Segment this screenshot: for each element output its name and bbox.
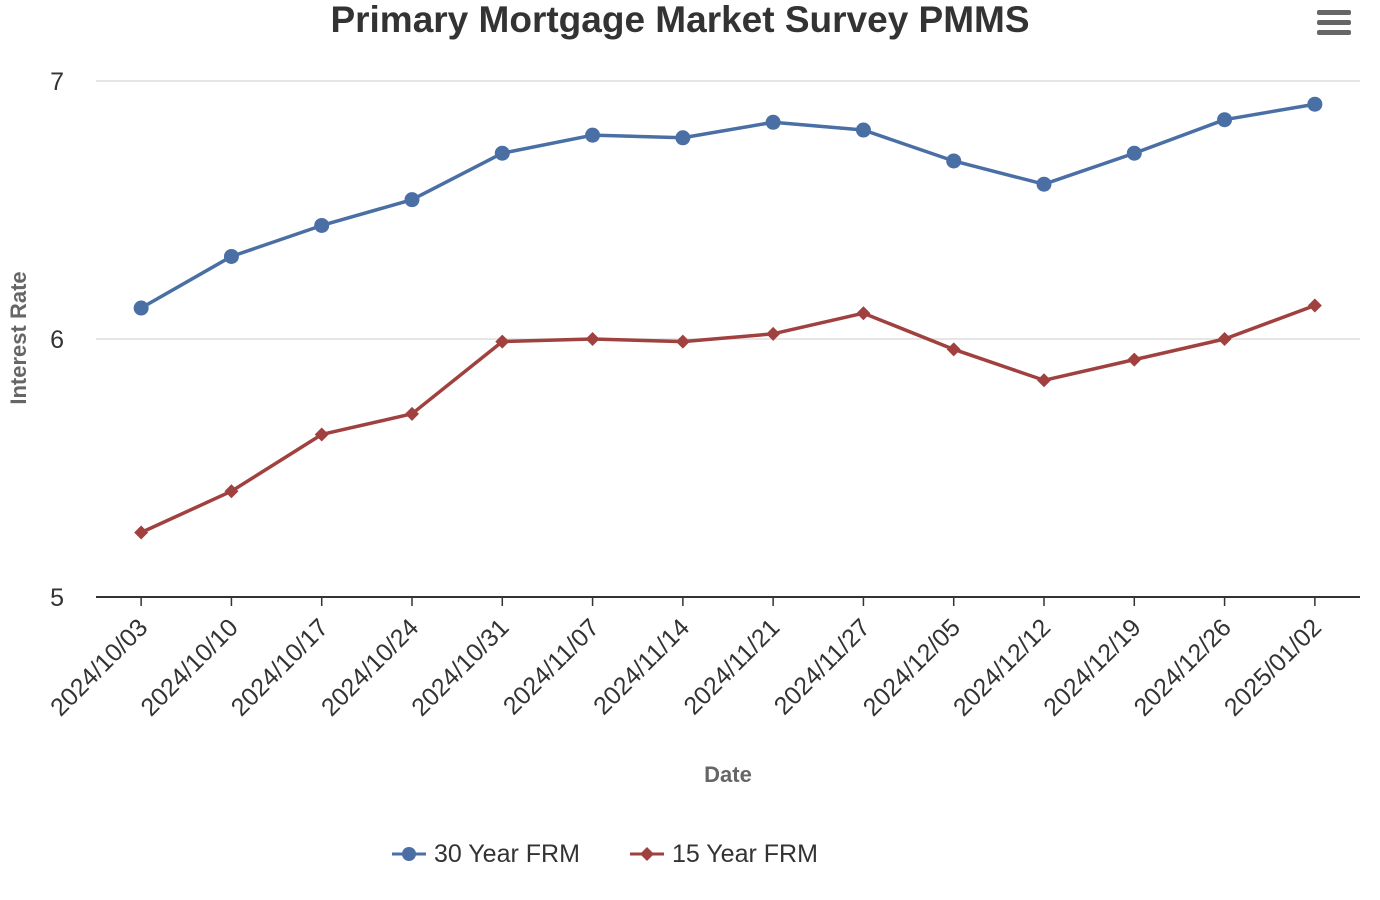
- data-point-15-year-frm[interactable]: [675, 334, 690, 349]
- chart-plot: 567 2024/10/032024/10/102024/10/172024/1…: [6, 68, 1360, 787]
- legend-label: 30 Year FRM: [434, 839, 580, 868]
- data-point-30-year-frm[interactable]: [314, 217, 330, 233]
- hamburger-menu-icon[interactable]: [1312, 4, 1356, 40]
- x-tick-label: 2024/11/14: [588, 613, 695, 720]
- x-tick-label: 2024/12/12: [948, 613, 1056, 721]
- y-tick-label: 7: [50, 68, 64, 96]
- data-point-15-year-frm[interactable]: [856, 306, 871, 321]
- y-tick-label: 5: [50, 584, 64, 612]
- x-tick-label: 2024/11/07: [498, 613, 605, 720]
- data-point-30-year-frm[interactable]: [585, 127, 601, 143]
- data-point-15-year-frm[interactable]: [585, 332, 600, 346]
- data-point-15-year-frm[interactable]: [495, 334, 510, 349]
- series-line-30-year-frm: [140, 102, 1316, 310]
- data-point-30-year-frm[interactable]: [223, 248, 239, 264]
- x-tick-label: 2024/12/05: [858, 613, 966, 721]
- data-point-30-year-frm[interactable]: [494, 145, 510, 161]
- chart-title: Primary Mortgage Market Survey PMMS: [330, 0, 1030, 40]
- legend-item-30-year-frm[interactable]: 30 Year FRM: [392, 836, 580, 872]
- legend-label: 15 Year FRM: [672, 839, 818, 868]
- data-point-15-year-frm[interactable]: [134, 525, 149, 540]
- legend: 30 Year FRM 15 Year FRM: [0, 836, 1220, 872]
- x-tick-label: 2024/10/10: [135, 613, 243, 721]
- legend-diamond-marker-icon: [630, 847, 664, 861]
- x-tick-label: 2024/10/03: [45, 613, 153, 721]
- data-point-15-year-frm[interactable]: [1037, 373, 1051, 388]
- x-tick-label: 2024/12/26: [1129, 613, 1237, 721]
- series-line-15-year-frm: [140, 303, 1316, 535]
- data-point-15-year-frm[interactable]: [766, 326, 781, 341]
- data-point-15-year-frm[interactable]: [1127, 352, 1142, 367]
- data-point-15-year-frm[interactable]: [405, 406, 419, 421]
- data-point-15-year-frm[interactable]: [1217, 332, 1232, 346]
- data-point-30-year-frm[interactable]: [765, 114, 781, 130]
- data-point-30-year-frm[interactable]: [1307, 96, 1323, 112]
- data-point-30-year-frm[interactable]: [133, 300, 149, 316]
- y-axis-title: Interest Rate: [6, 271, 31, 404]
- x-tick-label: 2024/10/17: [226, 613, 334, 721]
- data-point-30-year-frm[interactable]: [675, 130, 691, 146]
- data-point-30-year-frm[interactable]: [946, 153, 962, 169]
- x-tick-label: 2024/10/31: [406, 613, 514, 721]
- data-point-15-year-frm[interactable]: [1307, 298, 1322, 313]
- data-point-15-year-frm[interactable]: [224, 484, 239, 499]
- x-tick-label: 2024/10/24: [316, 613, 424, 721]
- data-point-30-year-frm[interactable]: [1036, 176, 1052, 192]
- data-point-15-year-frm[interactable]: [314, 427, 329, 442]
- x-tick-label: 2024/12/19: [1038, 613, 1146, 721]
- data-point-30-year-frm[interactable]: [1126, 145, 1142, 161]
- data-point-15-year-frm[interactable]: [946, 342, 961, 357]
- legend-circle-marker-icon: [392, 847, 426, 861]
- legend-item-15-year-frm[interactable]: 15 Year FRM: [630, 836, 818, 872]
- data-point-30-year-frm[interactable]: [1217, 112, 1233, 128]
- x-tick-label: 2025/01/02: [1219, 613, 1327, 721]
- x-tick-label: 2024/11/21: [678, 613, 785, 720]
- y-tick-label: 6: [50, 326, 64, 354]
- x-axis-title: Date: [704, 762, 752, 787]
- data-point-30-year-frm[interactable]: [404, 192, 420, 208]
- data-point-30-year-frm[interactable]: [855, 122, 871, 138]
